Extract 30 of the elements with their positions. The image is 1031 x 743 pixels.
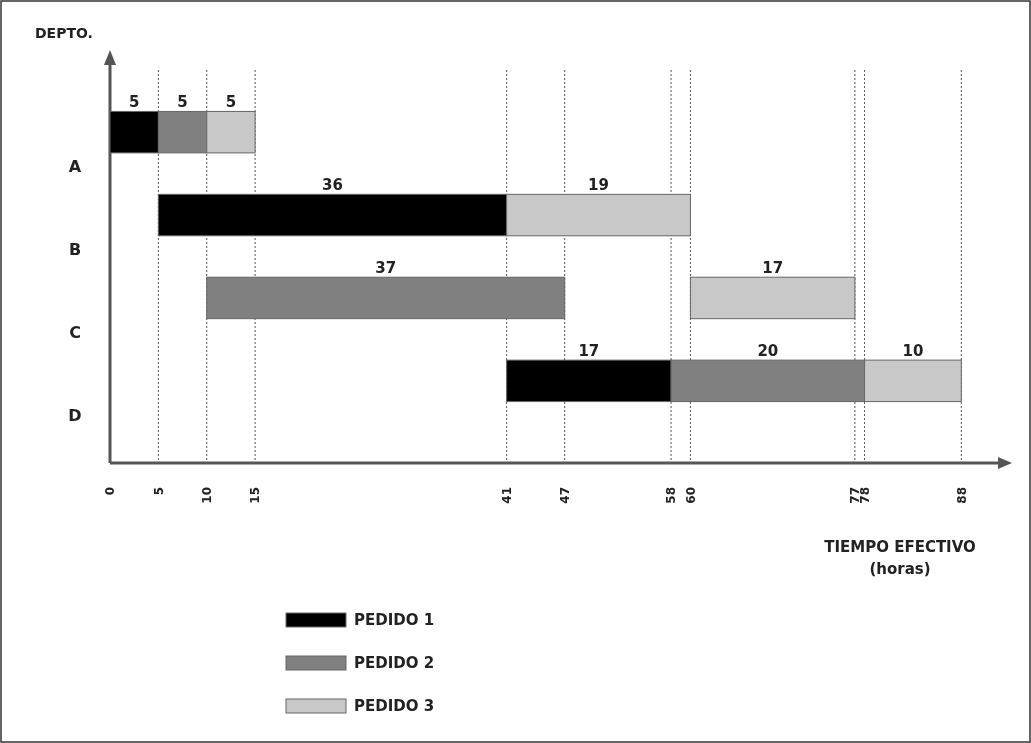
- y-tick-label: B: [68, 240, 82, 260]
- x-tick-label: 47: [557, 487, 572, 504]
- data-label: 19: [588, 176, 609, 195]
- x-axis-title: TIEMPO EFECTIVO (horas): [824, 538, 976, 578]
- x-tick-label: 5: [151, 487, 166, 496]
- data-label: 37: [375, 259, 397, 278]
- data-label: 10: [902, 342, 924, 361]
- data-label: 36: [322, 176, 343, 195]
- data-label: 17: [578, 342, 600, 361]
- bar: [689, 276, 856, 320]
- data-label: 20: [757, 342, 779, 361]
- data-label: 5: [177, 93, 188, 112]
- data-label: 17: [762, 259, 784, 278]
- x-tick-label: 10: [199, 487, 214, 504]
- x-tick-label: 0: [103, 487, 118, 496]
- y-tick-label: D: [68, 405, 82, 425]
- bar: [206, 276, 566, 320]
- x-tick-label: 41: [499, 487, 514, 504]
- data-label: 5: [128, 93, 140, 112]
- x-tick-label: 60: [683, 487, 698, 504]
- legend-label: PEDIDO 2: [354, 654, 435, 672]
- legend-label: PEDIDO 1: [354, 611, 435, 629]
- legend-label: PEDIDO 3: [354, 697, 435, 715]
- y-axis-title: DEPTO.: [35, 25, 93, 41]
- data-label: 5: [225, 93, 237, 112]
- x-tick-label: 58: [664, 487, 679, 504]
- y-tick-label: C: [69, 322, 81, 342]
- x-tick-label: 15: [248, 487, 263, 504]
- y-tick-label: A: [68, 157, 82, 177]
- x-tick-label: 88: [954, 487, 969, 504]
